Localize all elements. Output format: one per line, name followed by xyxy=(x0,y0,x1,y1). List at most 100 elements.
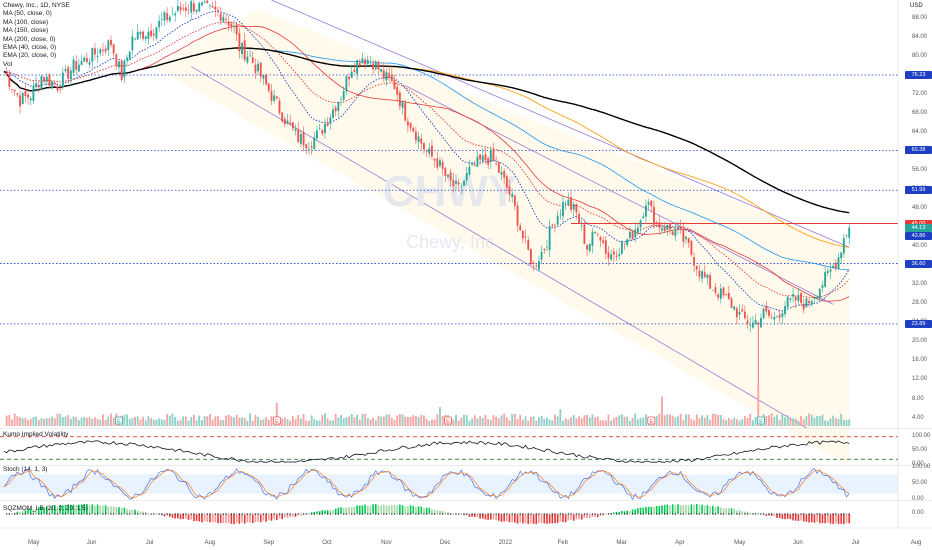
volume-bar xyxy=(735,419,738,426)
sqzmom-bar xyxy=(120,507,123,514)
candle-body xyxy=(468,166,471,175)
candle-body xyxy=(179,6,182,11)
sqzmom-dot xyxy=(278,513,281,515)
sqzmom-dot xyxy=(460,513,462,515)
price-tick-label: 40.00 xyxy=(912,243,928,250)
sqzmom-bar xyxy=(714,507,717,514)
sqzmom-bar xyxy=(190,514,193,520)
candle-body xyxy=(548,226,551,251)
sqzmom-dot xyxy=(110,513,112,515)
sqzmom-dot xyxy=(803,513,805,515)
sqzmom-bar xyxy=(439,510,441,514)
candle-body xyxy=(5,71,8,76)
sqzmom-dot xyxy=(260,513,262,515)
sqzmom-bar xyxy=(848,514,851,524)
candle-body xyxy=(778,314,781,318)
volume-bar xyxy=(487,419,490,426)
sqzmom-bar xyxy=(629,510,631,514)
candle-body xyxy=(666,224,669,230)
candle-body xyxy=(447,174,449,177)
sqzmom-bar xyxy=(642,507,645,514)
volume-bar xyxy=(703,417,706,426)
volume-bar xyxy=(29,418,32,426)
sqzmom-dot xyxy=(426,513,428,515)
sqzmom-dot xyxy=(308,513,310,515)
candle-body xyxy=(810,301,813,305)
symbol-title: Chewy, Inc., 1D, NYSE xyxy=(3,2,70,9)
candle-body xyxy=(816,296,819,299)
sqzmom-dot xyxy=(832,513,834,515)
sqzmom-bar xyxy=(214,514,217,523)
sqzmom-bar xyxy=(412,506,415,514)
volume-bar xyxy=(337,417,340,426)
candle-body xyxy=(190,1,193,13)
sqzmom-bar xyxy=(738,509,741,514)
sqzmom-bar xyxy=(637,508,639,514)
sqzmom-bar xyxy=(554,514,556,524)
candle-body xyxy=(570,197,572,210)
sqzmom-dot xyxy=(48,513,51,515)
price-level-badge: 76.23 xyxy=(905,71,932,79)
candle-body xyxy=(401,101,404,108)
sqzmom-bar xyxy=(535,514,538,525)
volume-bar xyxy=(72,416,75,426)
sqzmom-dot xyxy=(599,513,602,515)
sqzmom-dot xyxy=(848,513,850,515)
volume-bar xyxy=(198,415,201,426)
sqzmom-bar xyxy=(447,512,449,514)
sqzmom-bar xyxy=(746,511,749,514)
volume-bar xyxy=(27,420,30,426)
candle-body xyxy=(639,220,642,228)
candle-body xyxy=(687,238,690,243)
sqzmom-dot xyxy=(690,513,692,515)
candle-body xyxy=(233,25,235,27)
volume-bar xyxy=(848,419,851,426)
sqzmom-dot xyxy=(252,513,254,515)
volume-bar xyxy=(604,420,607,426)
candle-body xyxy=(184,7,187,11)
time-tick-label: Aug xyxy=(204,540,216,546)
candle-body xyxy=(107,40,110,50)
sqzmom-dot xyxy=(249,513,251,515)
sqzmom-bar xyxy=(222,514,225,523)
volume-bar xyxy=(200,420,203,426)
candle-body xyxy=(118,61,120,68)
sqzmom-bar xyxy=(16,511,19,514)
sqzmom-dot xyxy=(193,513,195,515)
volume-bar xyxy=(412,415,415,426)
sqzmom-group xyxy=(5,503,851,525)
price-level-badge: 60.38 xyxy=(905,146,932,155)
candle-body xyxy=(685,236,687,240)
candle-body xyxy=(765,306,768,312)
volume-bar xyxy=(102,414,104,426)
candle-body xyxy=(449,172,452,181)
sqzmom-dot xyxy=(190,513,192,515)
volume-bar xyxy=(746,418,749,426)
sqzmom-dot xyxy=(340,513,342,515)
legend-ma150: MA (150, close) xyxy=(3,27,49,35)
volume-bar xyxy=(824,420,827,426)
volume-bar xyxy=(230,416,233,426)
candle-body xyxy=(123,60,126,78)
volume-bar xyxy=(112,417,115,426)
sqzmom-bar xyxy=(661,505,663,514)
candle-body xyxy=(535,265,538,267)
sqzmom-bar xyxy=(206,514,209,522)
sqzmom-dot xyxy=(107,513,109,515)
candle-body xyxy=(551,224,554,226)
sqzmom-dot xyxy=(591,513,594,515)
sqzmom-dot xyxy=(343,513,345,515)
candle-body xyxy=(538,261,540,270)
kumo-tick-label: 100.00 xyxy=(912,432,931,439)
volume-bar xyxy=(324,413,326,426)
sqzmom-dot xyxy=(658,513,660,515)
price-tick-label: 56.00 xyxy=(912,167,928,174)
sqzmom-dot xyxy=(575,513,577,515)
candle-body xyxy=(35,83,38,88)
sqzmom-bar xyxy=(671,504,674,514)
candle-body xyxy=(88,62,91,65)
sqzmom-bar xyxy=(677,504,679,514)
sqzmom-bar xyxy=(417,506,420,514)
candle-body xyxy=(612,251,615,255)
candle-body xyxy=(511,193,514,197)
